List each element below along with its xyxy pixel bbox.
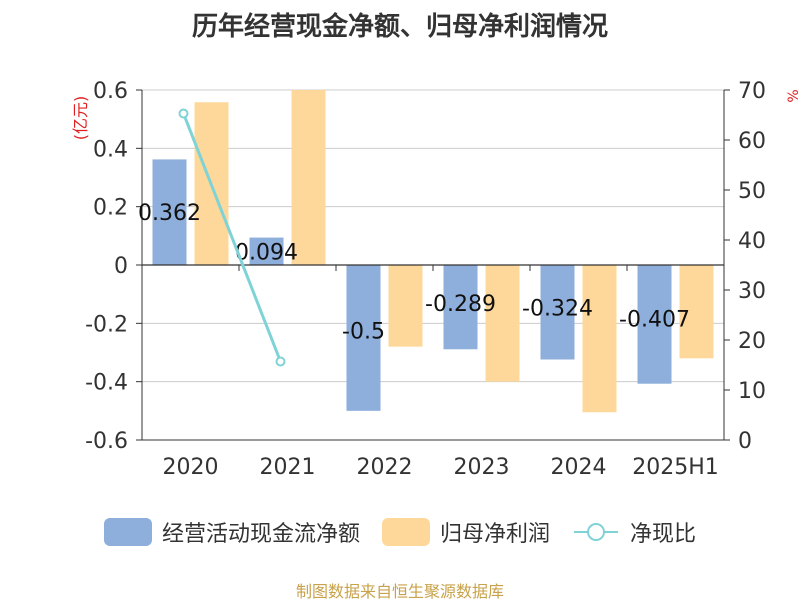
y-left-axis-label: (亿元) (71, 96, 90, 141)
point-cash-ratio (178, 108, 189, 119)
y-right-tick-label: 20 (738, 329, 766, 354)
y-right-tick-label: 70 (738, 79, 766, 104)
legend-label-cashflow: 经营活动现金流净额 (161, 522, 360, 547)
legend-label-net-profit: 归母净利润 (439, 522, 550, 547)
y-left-tick-label: -0.2 (85, 312, 128, 337)
y-left-tick-label: 0 (114, 254, 128, 279)
x-tick-label: 2024 (551, 455, 607, 480)
source-note: 制图数据来自恒生聚源数据库 (295, 582, 504, 601)
x-tick-label: 2022 (357, 455, 413, 480)
data-label-cashflow: 0.362 (138, 201, 201, 226)
legend-item-cashflow[interactable]: 经营活动现金流净额 (103, 516, 360, 548)
data-label-cashflow: 0.094 (235, 240, 298, 265)
y-left-tick-label: -0.4 (85, 371, 128, 396)
data-label-cashflow: -0.407 (619, 307, 690, 332)
legend-label-cash-ratio: 净现比 (630, 522, 697, 547)
y-left-tick-label: 0.6 (93, 79, 128, 104)
bar-cashflow (637, 265, 672, 384)
x-tick-label: 2025H1 (632, 455, 719, 480)
y-right-tick-label: 50 (738, 179, 766, 204)
bar-cashflow (346, 265, 381, 411)
legend: 经营活动现金流净额 归母净利润 净现比 (0, 516, 800, 548)
bar-net-profit (291, 90, 326, 265)
x-tick-label: 2021 (260, 455, 316, 480)
bar-net-profit (388, 265, 423, 347)
y-right-axis-label: % (786, 89, 800, 102)
y-left-tick-label: 0.4 (93, 137, 128, 162)
legend-item-net-profit[interactable]: 归母净利润 (381, 516, 550, 548)
legend-swatch-cashflow (103, 518, 152, 546)
bar-cashflow (249, 237, 284, 265)
y-left-tick-label: 0.2 (93, 196, 128, 221)
legend-swatch-net-profit (381, 518, 430, 546)
bar-cashflow (152, 159, 187, 265)
x-tick-label: 2023 (454, 455, 510, 480)
chart-title: 历年经营现金净额、归母净利润情况 (191, 12, 608, 42)
line-cash-ratio (182, 112, 282, 363)
bar-cashflow (540, 265, 575, 360)
y-right-tick-label: 40 (738, 229, 766, 254)
bar-net-profit (485, 265, 520, 382)
y-right-tick-label: 30 (738, 279, 766, 304)
y-left-tick-label: -0.6 (85, 429, 128, 454)
legend-swatch-cash-ratio (574, 523, 618, 541)
legend-item-cash-ratio[interactable]: 净现比 (572, 516, 696, 548)
bar-cashflow (443, 265, 478, 350)
x-tick-label: 2020 (163, 455, 219, 480)
data-label-cashflow: -0.5 (342, 320, 385, 345)
bar-net-profit (582, 265, 617, 413)
y-right-tick-label: 0 (738, 429, 752, 454)
y-right-tick-label: 60 (738, 129, 766, 154)
bar-net-profit (679, 265, 714, 359)
data-label-cashflow: -0.289 (425, 292, 496, 317)
point-cash-ratio (275, 356, 286, 367)
y-right-tick-label: 10 (738, 379, 766, 404)
data-label-cashflow: -0.324 (522, 297, 593, 322)
